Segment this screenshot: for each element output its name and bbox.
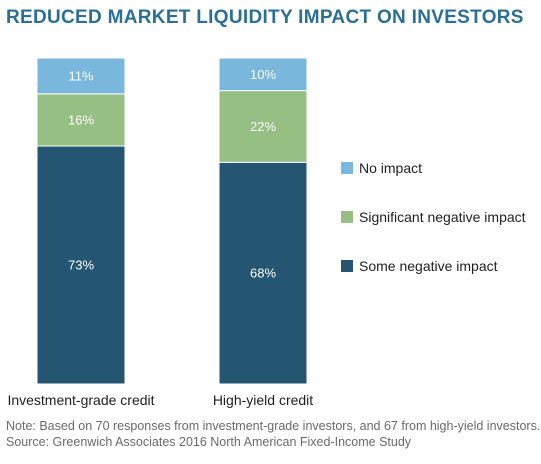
data-label-no-impact-high-yield-credit: 10% xyxy=(250,67,276,82)
note-text: Note: Based on 70 responses from investm… xyxy=(6,419,541,433)
source-text: Source: Greenwich Associates 2016 North … xyxy=(6,435,412,449)
data-label-significant-negative-impact-high-yield-credit: 22% xyxy=(250,119,276,134)
legend-swatch-significant-negative-impact xyxy=(341,211,353,223)
legend-label-significant-negative-impact: Significant negative impact xyxy=(359,209,526,225)
legend-label-some-negative-impact: Some negative impact xyxy=(359,258,498,274)
category-label-high-yield-credit: High-yield credit xyxy=(213,392,313,408)
bar-segment-no-impact-investment-grade-credit xyxy=(36,57,126,95)
legend-label-no-impact: No impact xyxy=(359,160,422,176)
bar-segment-no-impact-high-yield-credit xyxy=(218,57,308,92)
legend-swatch-some-negative-impact xyxy=(341,260,353,272)
legend-swatch-no-impact xyxy=(341,162,353,174)
bar-segment-some-negative-impact-high-yield-credit xyxy=(218,161,308,385)
chart-title: REDUCED MARKET LIQUIDITY IMPACT ON INVES… xyxy=(6,7,524,28)
data-label-some-negative-impact-investment-grade-credit: 73% xyxy=(68,258,94,273)
data-label-significant-negative-impact-investment-grade-credit: 16% xyxy=(68,112,94,127)
data-label-some-negative-impact-high-yield-credit: 68% xyxy=(250,266,276,281)
bar-segment-significant-negative-impact-investment-grade-credit xyxy=(36,93,126,147)
stacked-bar-chart: 73% 16% 11% Investment-grade credit 68% 22% 10… xyxy=(7,57,526,408)
bar-segment-some-negative-impact-investment-grade-credit xyxy=(36,145,126,385)
category-label-investment-grade-credit: Investment-grade credit xyxy=(7,392,154,408)
chart-footnote: Note: Based on 70 responses from investm… xyxy=(6,418,540,450)
data-label-no-impact-investment-grade-credit: 11% xyxy=(68,68,93,83)
